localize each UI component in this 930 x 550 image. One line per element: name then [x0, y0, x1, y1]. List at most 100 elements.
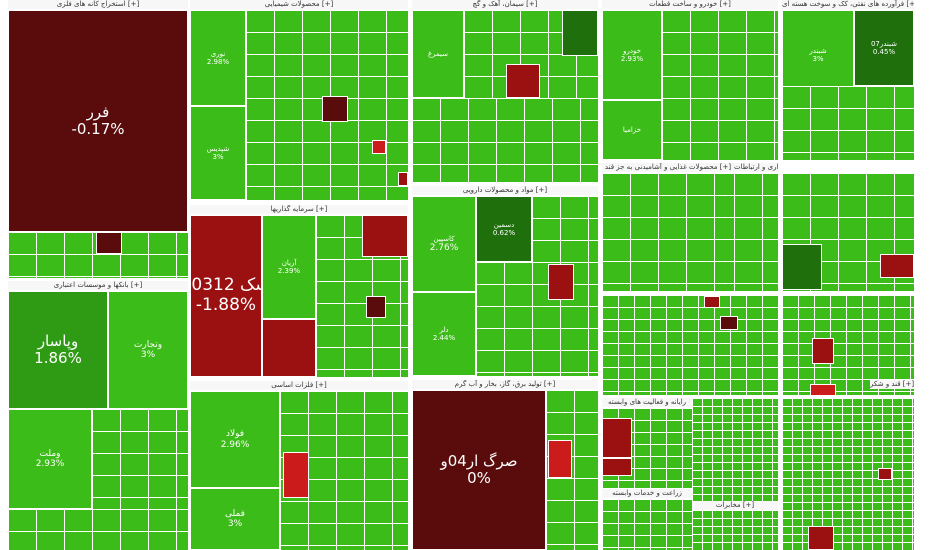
tile-group-auto[interactable]	[662, 10, 778, 160]
tile-khodro-name: خودرو	[623, 46, 641, 55]
tile-vamalat-name: وملت	[39, 448, 61, 459]
tile-nori-pct: 2.98%	[206, 58, 230, 66]
tile-nori-name: نوری	[210, 49, 226, 58]
sector-header-power[interactable]: تولید برق، گاز، بخار و آب گرم [+]	[412, 380, 598, 389]
tile-simorgh[interactable]: سیمرغ	[412, 10, 464, 98]
tile-vabsar-pct: 1.86%	[34, 349, 82, 367]
tile-sek-pct: -1.88%	[195, 295, 257, 315]
tile-group-banks-bottom[interactable]	[8, 509, 188, 550]
tile-farr-name: فرر	[86, 102, 110, 121]
tile-dasmin[interactable]: دسمین 0.62%	[476, 196, 532, 262]
tile-fameli-pct: 3%	[227, 519, 243, 529]
tile-vamalat[interactable]: وملت 2.93%	[8, 409, 92, 509]
tile-shbandar-name: شبندر	[809, 46, 827, 55]
tile-sorg-name: صرگ ار04و	[440, 451, 518, 470]
tile-kasinapen[interactable]: کاسپین 2.76%	[412, 196, 476, 292]
tile-foolad[interactable]: فولاد 2.96%	[190, 391, 280, 488]
tile-khazamia[interactable]: خزامیا	[602, 100, 662, 160]
tile-chem-red-2[interactable]	[372, 140, 386, 154]
sector-header-transport[interactable]: حمل و نقل، انبارداری و ارتباطات [+]	[734, 163, 778, 172]
tile-group-pharma[interactable]	[476, 262, 598, 376]
tile-aryan[interactable]: آریان 2.39%	[262, 215, 316, 319]
tile-group-chemicals[interactable]	[246, 10, 408, 200]
sector-header-computer[interactable]: رایانه و فعالیت های وابسته	[602, 398, 692, 407]
tile-cement-dark[interactable]	[562, 10, 598, 56]
tile-sorg[interactable]: صرگ ار04و 0%	[412, 390, 546, 550]
tile-group-banks-small[interactable]	[92, 409, 188, 509]
tile-foolad-name: فولاد	[225, 429, 245, 440]
tile-shabandr07[interactable]: شبندر07 0.45%	[854, 10, 914, 86]
tile-group-others-3[interactable]	[782, 398, 914, 550]
tile-sorg-pct: 0%	[467, 469, 491, 487]
sector-header-petroleum[interactable]: فرآورده های نفتی، کک و سوخت هسته ای [+]	[782, 0, 914, 9]
tile-nori[interactable]: نوری 2.98%	[190, 10, 246, 106]
tile-group-food[interactable]	[602, 173, 734, 291]
tile-metals-red[interactable]	[283, 452, 309, 498]
tile-dalor[interactable]: دلر 2.44%	[412, 292, 476, 376]
sector-header-telecom[interactable]: مخابرات [+]	[692, 501, 778, 510]
tile-vabsar[interactable]: وپاسار 1.86%	[8, 291, 108, 409]
tile-sek[interactable]: سک 0312ه -1.88%	[190, 215, 262, 377]
sector-header-investments[interactable]: سرمایه گذاریها [+]	[190, 205, 408, 214]
tile-shabandr07-pct: 0.45%	[872, 48, 896, 56]
tile-invest-red-3[interactable]	[366, 296, 386, 318]
tile-others-red-4[interactable]	[808, 526, 834, 550]
tile-fameli[interactable]: فملی 3%	[190, 488, 280, 550]
tile-misc-red-2[interactable]	[720, 316, 738, 330]
tile-vatjarat[interactable]: وتجارت 3%	[108, 291, 188, 409]
tile-group-petroleum[interactable]	[782, 86, 914, 160]
tile-group-pharma-top[interactable]	[532, 196, 598, 262]
tile-shapdis-name: شپدیس	[206, 144, 230, 153]
sector-header-basic-metals[interactable]: فلزات اساسی [+]	[190, 381, 408, 390]
tile-others-dark[interactable]	[782, 244, 822, 290]
tile-fameli-name: فملی	[225, 508, 245, 519]
sector-header-agri[interactable]: زراعت و خدمات وابسته	[602, 489, 692, 498]
tile-chem-red-3[interactable]	[398, 172, 408, 186]
tile-cement-red[interactable]	[506, 64, 540, 98]
tile-vabsar-name: وپاسار	[37, 331, 79, 350]
tile-group-misc-1[interactable]	[602, 295, 778, 395]
tile-khodro-pct: 2.93%	[620, 55, 644, 63]
tile-others-red-3[interactable]	[810, 384, 836, 396]
tile-dalor-name: دلر	[439, 325, 449, 334]
tile-dasmin-name: دسمین	[493, 220, 515, 229]
tile-dalor-pct: 2.44%	[432, 334, 456, 342]
tile-others-red-2[interactable]	[812, 338, 834, 364]
sector-header-chemicals[interactable]: محصولات شیمیایی [+]	[190, 0, 408, 9]
tile-simorgh-name: سیمرغ	[427, 49, 449, 58]
tile-group-cement[interactable]	[412, 98, 598, 182]
tile-power-red[interactable]	[548, 440, 572, 478]
tile-group-others-2[interactable]	[782, 295, 914, 395]
tile-farr[interactable]: فرر -0.17%	[8, 10, 188, 232]
sector-header-metal-ores[interactable]: استخراج کانه های فلزی [+]	[8, 0, 188, 9]
tile-shbandar-pct: 3%	[812, 55, 824, 63]
tile-aryan-name: آریان	[281, 258, 297, 267]
sector-header-sugar[interactable]: قند و شکر [+]	[870, 380, 914, 389]
tile-group-misc-2[interactable]	[692, 398, 778, 550]
tile-others-red-5[interactable]	[878, 468, 892, 480]
sector-header-banks[interactable]: بانکها و موسسات اعتباری [+]	[8, 281, 188, 290]
sector-header-cement[interactable]: سیمان، آهک و گچ [+]	[412, 0, 598, 9]
tile-metal-red[interactable]	[96, 232, 122, 254]
tile-computer-red-2[interactable]	[602, 458, 632, 476]
tile-kasinapen-pct: 2.76%	[429, 242, 459, 253]
tile-others-red[interactable]	[880, 254, 914, 278]
tile-khodro[interactable]: خودرو 2.93%	[602, 10, 662, 100]
tile-computer-red[interactable]	[602, 418, 632, 458]
tile-group-agri[interactable]	[602, 499, 692, 550]
sector-header-pharma[interactable]: مواد و محصولات دارویی [+]	[412, 186, 598, 195]
tile-group-transport[interactable]	[734, 173, 778, 291]
tile-farr-pct: -0.17%	[71, 120, 125, 138]
sector-header-food[interactable]: محصولات غذایی و آشامیدنی به جز قند [+]	[602, 163, 734, 172]
tile-foolad-pct: 2.96%	[220, 439, 250, 450]
tile-chem-red-1[interactable]	[322, 96, 348, 122]
tile-shapdis[interactable]: شپدیس 3%	[190, 106, 246, 200]
tile-pharma-red[interactable]	[548, 264, 574, 300]
sector-header-auto[interactable]: خودرو و ساخت قطعات [+]	[602, 0, 778, 9]
tile-vatjarat-pct: 3%	[140, 350, 156, 360]
tile-vamalat-pct: 2.93%	[35, 459, 65, 469]
tile-invest-red[interactable]	[262, 319, 316, 377]
tile-shapdis-pct: 3%	[212, 153, 224, 161]
tile-invest-red-2[interactable]	[362, 215, 408, 257]
tile-misc-red-1[interactable]	[704, 296, 720, 308]
